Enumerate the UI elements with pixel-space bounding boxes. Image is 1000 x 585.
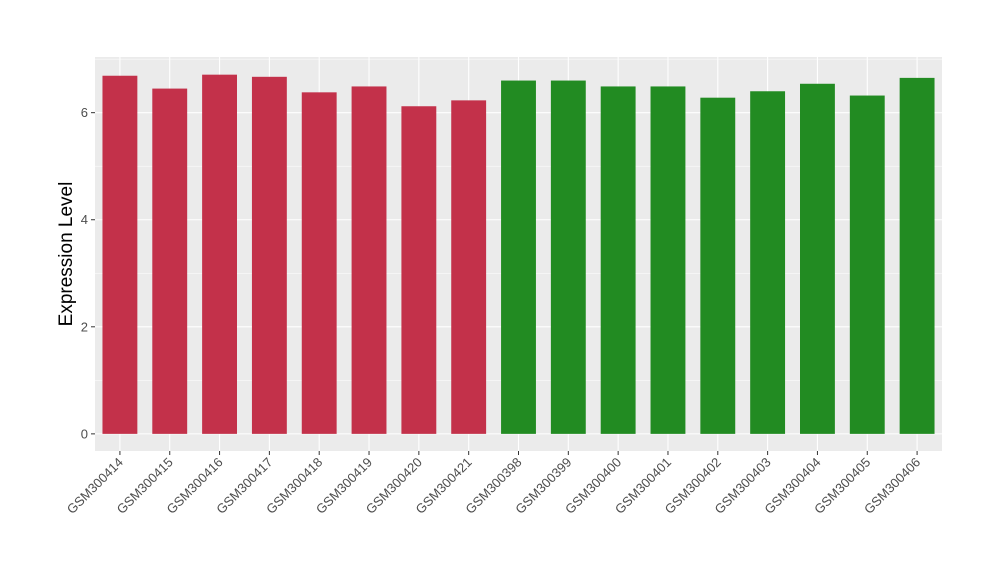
bar-GSM300400 [600,86,636,434]
bar-GSM300417 [251,76,287,434]
y-tick-label: 0 [81,426,88,441]
y-tick-label: 6 [81,105,88,120]
bar-GSM300418 [301,92,337,434]
bar-GSM300406 [899,77,935,434]
bar-GSM300402 [700,97,736,434]
bar-GSM300405 [849,95,885,434]
bar-GSM300421 [451,100,487,434]
y-axis-label: Expression Level [56,182,77,327]
bar-GSM300415 [152,88,188,434]
bar-GSM300420 [401,106,437,434]
bar-GSM300419 [351,86,387,434]
y-tick-label: 2 [81,319,88,334]
bar-GSM300404 [800,83,835,434]
bar-GSM300399 [550,80,586,434]
bar-GSM300416 [202,74,237,434]
bar-GSM300414 [102,75,138,434]
bar-GSM300403 [750,91,786,434]
bar-GSM300398 [501,80,536,434]
bar-GSM300401 [650,86,686,434]
y-tick-label: 4 [81,212,88,227]
